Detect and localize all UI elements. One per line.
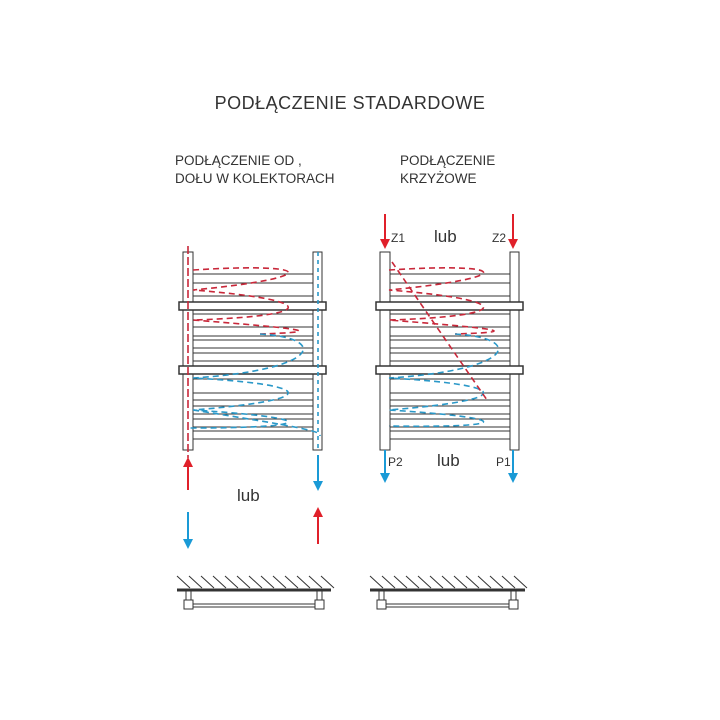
wall-mount-0 (176, 575, 335, 610)
wall-hatch (272, 575, 287, 589)
left-subtitle-line2: DOŁU W KOLEKTORACH (175, 171, 335, 186)
left-return-flow (189, 333, 321, 437)
p2-label: P2 (388, 455, 403, 469)
radiator-bracket (375, 301, 524, 311)
wall-hatch (224, 575, 239, 589)
radiator-bracket (375, 365, 524, 375)
radiator-left-post (379, 251, 391, 451)
mount-collar (508, 599, 519, 610)
wall-hatch (465, 575, 480, 589)
wall-mount-1 (369, 575, 528, 610)
wall-hatch (200, 575, 215, 589)
wall-hatch (477, 575, 492, 589)
wall-hatch (320, 575, 335, 589)
radiator-right-post (509, 251, 520, 451)
right-or-bottom-label: lub (437, 451, 460, 470)
wall-hatch (513, 575, 528, 589)
wall-hatch (429, 575, 444, 589)
diagram-title: PODŁĄCZENIE STADARDOWE (214, 93, 486, 113)
mount-collar (376, 599, 387, 610)
left-supply-flow (192, 267, 300, 335)
right-subtitle-line1: PODŁĄCZENIE (400, 153, 496, 168)
wall-hatch (284, 575, 299, 589)
right-supply-flow (388, 267, 495, 335)
wall-hatch (260, 575, 275, 589)
left-subtitle-line1: PODŁĄCZENIE OD , (175, 153, 302, 168)
mount-collar (183, 599, 194, 610)
z1-label: Z1 (391, 231, 406, 245)
wall-hatch (212, 575, 227, 589)
wall-hatch (381, 575, 396, 589)
radiator-bracket (178, 301, 327, 311)
wall-hatch (489, 575, 504, 589)
wall-hatch (188, 575, 203, 589)
z2-label: Z2 (492, 231, 507, 245)
wall-hatch (501, 575, 516, 589)
right-subtitle-line2: KRZYŻOWE (400, 171, 477, 186)
right-diagonal-flow (391, 261, 488, 401)
wall-hatch (369, 575, 384, 589)
wall-hatch (405, 575, 420, 589)
wall-hatch (453, 575, 468, 589)
wall-hatch (248, 575, 263, 589)
wall-hatch (308, 575, 323, 589)
wall-hatch (441, 575, 456, 589)
wall-hatch (176, 575, 191, 589)
wall-hatch (236, 575, 251, 589)
radiator-1 (375, 251, 524, 451)
wall-hatch (393, 575, 408, 589)
wall-hatch (296, 575, 311, 589)
p1-label: P1 (496, 455, 511, 469)
radiator-bracket (178, 365, 327, 375)
left-or-label: lub (237, 486, 260, 505)
right-or-top-label: lub (434, 227, 457, 246)
mount-collar (314, 599, 325, 610)
wall-hatch (417, 575, 432, 589)
